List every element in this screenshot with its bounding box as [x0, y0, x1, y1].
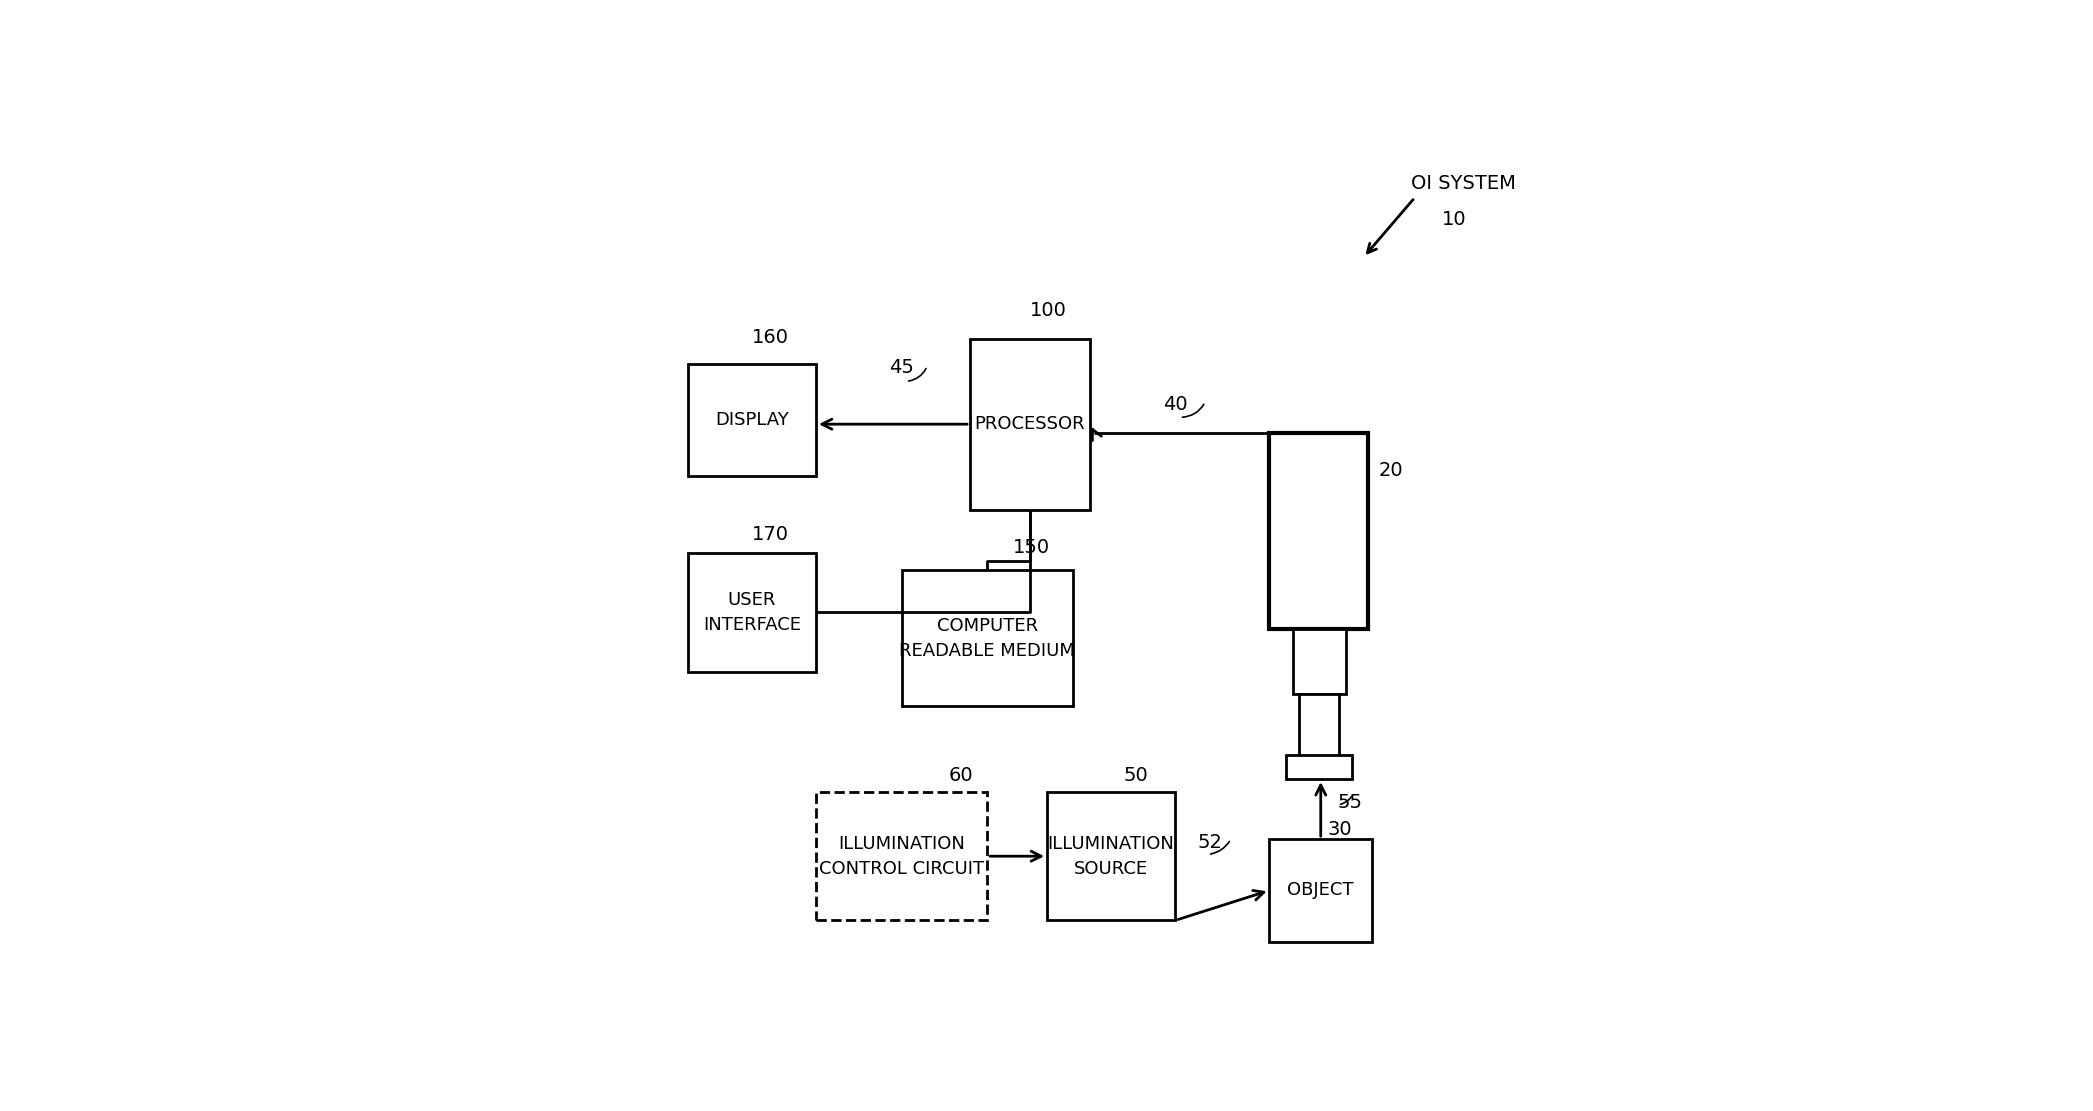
Text: 50: 50 [1124, 767, 1149, 785]
Text: 55: 55 [1337, 793, 1363, 812]
Bar [1285, 755, 1352, 779]
Text: 45: 45 [890, 358, 915, 377]
Text: 10: 10 [1442, 210, 1467, 229]
Text: COMPUTER
READABLE MEDIUM: COMPUTER READABLE MEDIUM [900, 617, 1076, 660]
Bar [1298, 693, 1340, 758]
Text: 20: 20 [1379, 461, 1404, 480]
Text: ILLUMINATION
SOURCE: ILLUMINATION SOURCE [1049, 834, 1174, 878]
Bar [1270, 433, 1369, 630]
Bar [969, 339, 1090, 510]
Bar [1293, 630, 1346, 693]
Text: ILLUMINATION
CONTROL CIRCUIT: ILLUMINATION CONTROL CIRCUIT [818, 834, 984, 878]
Bar [689, 552, 816, 672]
Text: 30: 30 [1327, 820, 1352, 839]
Text: OBJECT: OBJECT [1287, 881, 1354, 900]
Text: DISPLAY: DISPLAY [716, 411, 789, 429]
Bar [1270, 839, 1373, 942]
Text: 160: 160 [751, 328, 789, 347]
Bar [1046, 792, 1176, 920]
Text: 52: 52 [1197, 833, 1222, 852]
Text: 170: 170 [751, 524, 789, 544]
Text: PROCESSOR: PROCESSOR [975, 416, 1084, 433]
Text: OI SYSTEM: OI SYSTEM [1411, 174, 1515, 193]
Bar [902, 570, 1074, 707]
Text: 150: 150 [1013, 538, 1051, 557]
Bar [689, 364, 816, 476]
Text: 40: 40 [1164, 394, 1187, 414]
Text: 60: 60 [948, 767, 973, 785]
Bar [816, 792, 988, 920]
Text: USER
INTERFACE: USER INTERFACE [703, 591, 802, 634]
Text: 100: 100 [1030, 301, 1067, 320]
